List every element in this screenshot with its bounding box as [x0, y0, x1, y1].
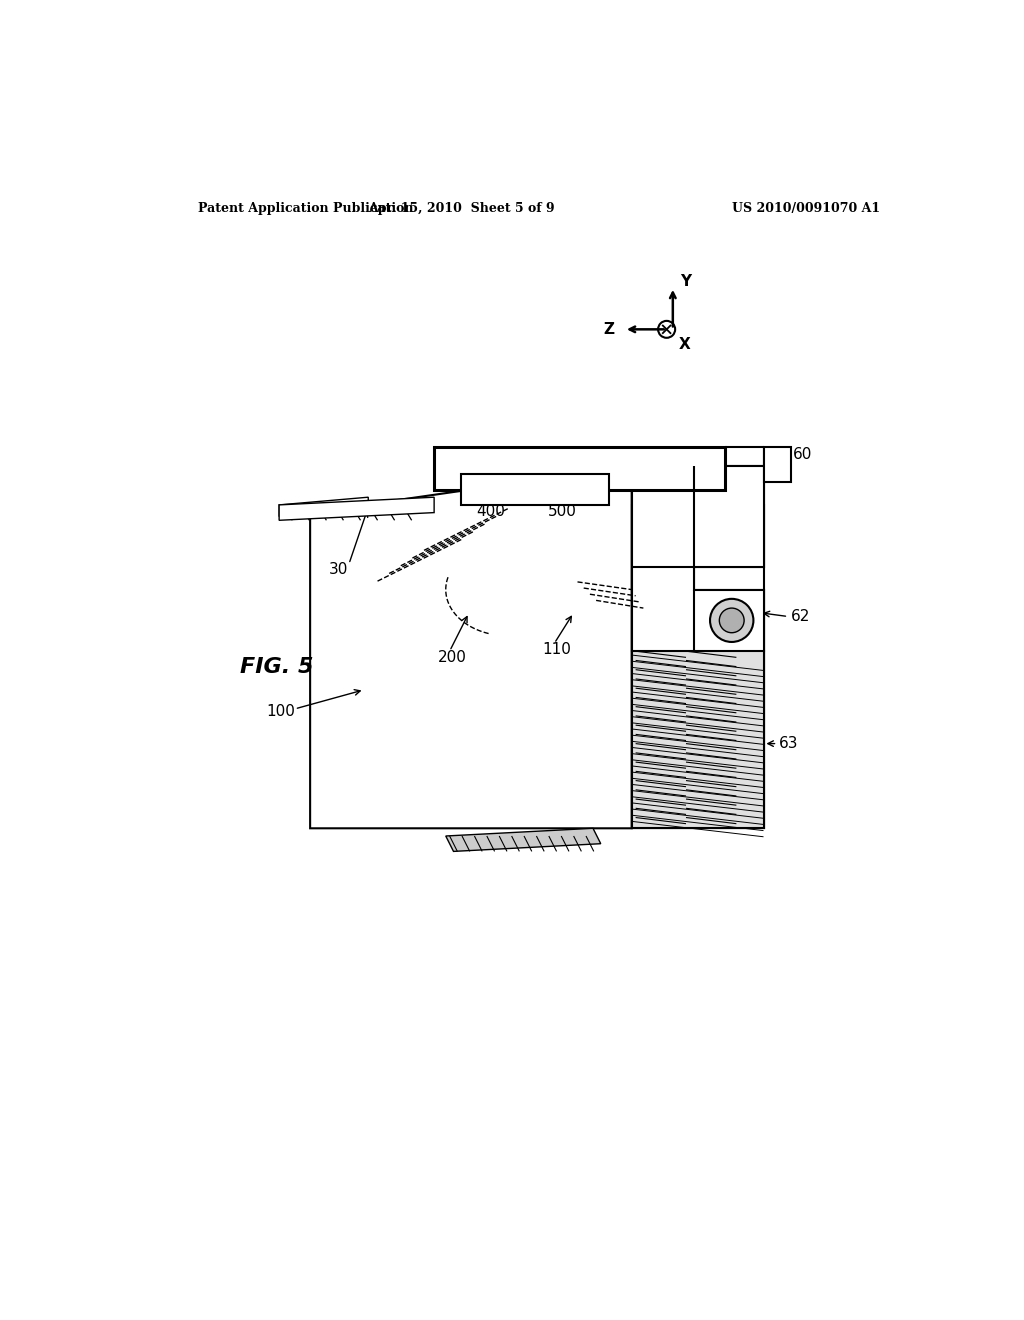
Text: 110: 110	[543, 642, 571, 657]
Polygon shape	[764, 447, 791, 482]
Text: Patent Application Publication: Patent Application Publication	[198, 202, 414, 215]
Text: Z: Z	[603, 322, 614, 337]
Circle shape	[710, 599, 754, 642]
Text: 400: 400	[476, 503, 505, 519]
Polygon shape	[632, 466, 764, 829]
Polygon shape	[280, 498, 369, 516]
Text: 63: 63	[779, 737, 799, 751]
Text: FIG. 5: FIG. 5	[240, 656, 313, 677]
Text: 200: 200	[438, 649, 467, 665]
Polygon shape	[445, 829, 601, 851]
Text: 500: 500	[548, 503, 577, 519]
Polygon shape	[310, 466, 632, 829]
Text: Y: Y	[681, 275, 691, 289]
Text: Apr. 15, 2010  Sheet 5 of 9: Apr. 15, 2010 Sheet 5 of 9	[368, 202, 555, 215]
Polygon shape	[280, 498, 434, 520]
Polygon shape	[632, 506, 764, 651]
Text: 30: 30	[329, 562, 348, 577]
Text: 62: 62	[791, 609, 810, 624]
Text: 100: 100	[266, 704, 295, 719]
Polygon shape	[632, 466, 764, 829]
Text: X: X	[679, 337, 691, 352]
Polygon shape	[434, 447, 725, 490]
Polygon shape	[632, 651, 764, 829]
Polygon shape	[461, 474, 608, 506]
Text: 60: 60	[793, 447, 812, 462]
Circle shape	[719, 609, 744, 632]
Text: US 2010/0091070 A1: US 2010/0091070 A1	[732, 202, 881, 215]
